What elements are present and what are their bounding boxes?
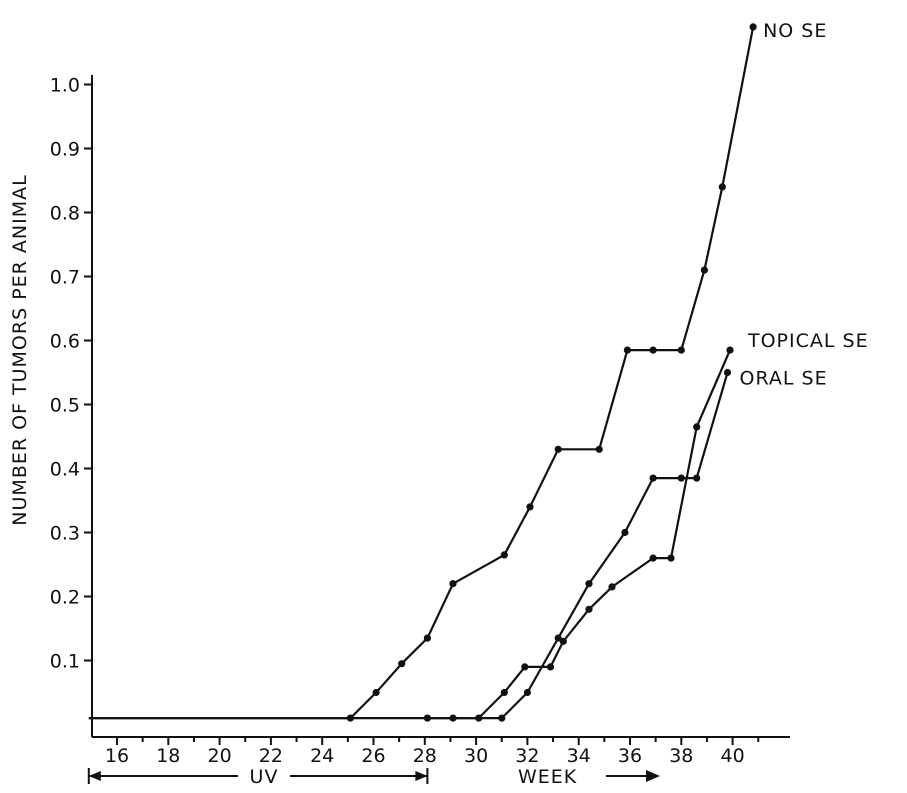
x-tick-label: 22: [259, 745, 283, 767]
series-line-topical-se: [427, 349, 732, 720]
series-no-se: [88, 23, 757, 722]
x-tick-label: 38: [669, 745, 693, 767]
y-tick-label: 1.0: [50, 75, 80, 97]
series-label-topical-se: TOPICAL SE: [747, 330, 869, 352]
data-point: [398, 660, 406, 668]
data-point: [500, 688, 508, 697]
data-point: [621, 528, 629, 537]
data-point: [554, 634, 562, 642]
x-tick-label: 20: [208, 745, 232, 767]
data-point: [449, 580, 457, 588]
y-tick-label: 0.3: [50, 523, 80, 545]
data-point: [726, 346, 734, 354]
data-point: [585, 605, 593, 613]
x-tick-label: 18: [156, 745, 180, 767]
data-point: [649, 554, 657, 562]
series-topical-se: [423, 346, 734, 722]
y-tick-label: 0.2: [50, 587, 80, 609]
y-axis-ticks: 0.1 0.2 0.3 0.4 0.5 0.6 0.7 0.8 0.9 1.0: [50, 75, 92, 673]
x-tick-label: 32: [515, 745, 539, 767]
series-label-oral-se: ORAL SE: [740, 368, 828, 390]
data-point: [498, 714, 506, 722]
data-point: [667, 554, 675, 562]
data-point: [523, 688, 532, 697]
y-tick-label: 0.6: [50, 331, 80, 353]
y-tick-label: 0.9: [50, 139, 80, 161]
data-point: [372, 688, 380, 697]
data-point: [693, 423, 701, 431]
data-point: [623, 346, 632, 354]
data-point: [677, 474, 685, 482]
x-tick-label: 24: [310, 745, 334, 767]
y-tick-label: 0.1: [50, 651, 80, 673]
data-point: [423, 634, 431, 642]
x-tick-label: 40: [721, 745, 745, 767]
data-point: [718, 183, 726, 191]
data-point: [585, 580, 593, 588]
y-tick-label: 0.7: [50, 267, 80, 289]
data-point: [723, 368, 732, 377]
data-point: [521, 663, 529, 671]
y-tick-label: 0.4: [50, 459, 80, 481]
x-axis-ticks: 16 18 20 22 24 26 28 30 32 34 36 38 40: [105, 737, 760, 767]
data-point: [608, 583, 616, 591]
uv-bracket: [87, 768, 429, 784]
x-tick-label: 34: [567, 745, 591, 767]
y-axis-title: NUMBER OF TUMORS PER ANIMAL: [9, 174, 31, 525]
uv-label: UV: [250, 766, 279, 788]
data-point: [595, 445, 603, 453]
data-point: [693, 474, 701, 482]
x-tick-label: 28: [413, 745, 437, 767]
series-line-oral-se: [88, 372, 729, 720]
data-point: [677, 346, 685, 354]
week-arrow: [606, 770, 660, 782]
series-line-no-se: [88, 26, 755, 720]
x-tick-label: 30: [464, 745, 488, 767]
series-layer: [88, 23, 757, 722]
x-tick-label: 16: [105, 745, 129, 767]
data-point: [500, 551, 508, 559]
series-label-no-se: NO SE: [763, 20, 827, 42]
data-point: [554, 445, 562, 453]
x-axis-title: WEEK: [518, 766, 577, 788]
data-point: [749, 23, 757, 31]
uv-arrow-right-icon: [415, 771, 428, 781]
x-tick-label: 26: [361, 745, 385, 767]
series-oral-se: [88, 368, 732, 722]
axes: [91, 75, 790, 738]
data-point: [649, 346, 657, 354]
data-point: [526, 503, 534, 511]
data-point: [546, 663, 555, 671]
data-point: [649, 474, 657, 482]
y-tick-label: 0.8: [50, 203, 80, 225]
data-point: [700, 266, 709, 274]
week-arrow-icon: [646, 770, 660, 782]
uv-arrow-left-icon: [88, 771, 101, 781]
x-tick-label: 36: [618, 745, 642, 767]
y-tick-label: 0.5: [50, 395, 80, 417]
